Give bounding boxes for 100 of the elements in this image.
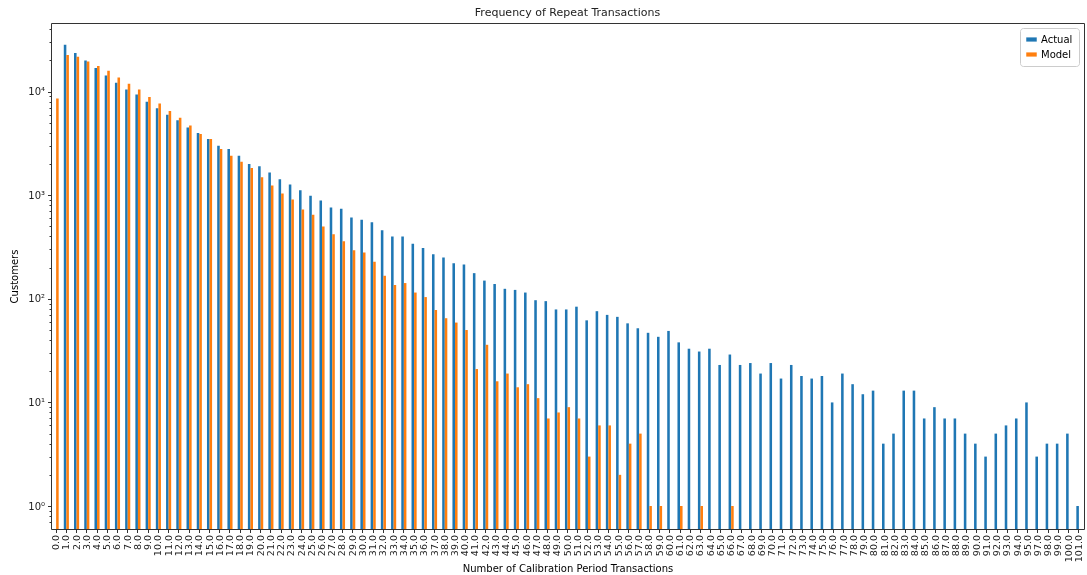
x-tick-label: 84.0 [909, 535, 921, 557]
x-tick-label: 40.0 [459, 535, 471, 557]
x-tick-label: 36.0 [418, 535, 430, 557]
x-tick-label: 97.0 [1031, 535, 1043, 557]
x-tick-label: 72.0 [786, 535, 798, 557]
x-tick-label: 32.0 [377, 535, 389, 557]
x-tick-label: 22.0 [275, 535, 287, 557]
x-tick-label: 48.0 [541, 535, 553, 557]
x-tick-label: 76.0 [827, 535, 839, 557]
x-tick-label: 54.0 [602, 535, 614, 557]
x-tick-label: 27.0 [326, 535, 338, 557]
x-tick-label: 3.0 [80, 535, 92, 551]
x-tick-label: 77.0 [837, 535, 849, 557]
x-tick-label: 83.0 [899, 535, 911, 557]
x-tick-label: 29.0 [346, 535, 358, 557]
x-tick-label: 88.0 [950, 535, 962, 557]
x-tick-label: 5.0 [101, 535, 113, 551]
x-tick-label: 23.0 [285, 535, 297, 557]
x-tick-label: 24.0 [295, 535, 307, 557]
x-tick-label: 38.0 [438, 535, 450, 557]
legend-label: Actual [1041, 33, 1073, 45]
y-tick-label: 10¹ [28, 396, 45, 408]
x-tick-label: 74.0 [806, 535, 818, 557]
x-tick-label: 75.0 [817, 535, 829, 557]
x-tick-label: 62.0 [684, 535, 696, 557]
x-tick-label: 100.0 [1062, 535, 1074, 563]
x-tick-label: 87.0 [939, 535, 951, 557]
x-tick-label: 79.0 [858, 535, 870, 557]
x-tick-label: 71.0 [776, 535, 788, 557]
x-tick-label: 6.0 [111, 535, 123, 551]
x-tick-label: 89.0 [960, 535, 972, 557]
x-tick-label: 20.0 [254, 535, 266, 557]
x-tick-label: 0.0 [50, 535, 62, 551]
x-tick-label: 59.0 [653, 535, 665, 557]
x-tick-label: 12.0 [172, 535, 184, 557]
chart-title: Frequency of Repeat Transactions [474, 6, 661, 19]
x-tick-label: 63.0 [694, 535, 706, 557]
x-tick-label: 25.0 [305, 535, 317, 557]
x-tick-label: 18.0 [234, 535, 246, 557]
x-tick-label: 44.0 [500, 535, 512, 557]
x-tick-label: 98.0 [1042, 535, 1054, 557]
x-tick-label: 66.0 [725, 535, 737, 557]
x-tick-label: 46.0 [520, 535, 532, 557]
x-axis-title: Number of Calibration Period Transactions [462, 563, 674, 575]
x-tick-label: 81.0 [878, 535, 890, 557]
x-tick-label: 78.0 [847, 535, 859, 557]
x-tick-label: 28.0 [336, 535, 348, 557]
x-tick-label: 86.0 [929, 535, 941, 557]
x-tick-label: 47.0 [530, 535, 542, 557]
y-tick-label: 10² [28, 293, 45, 305]
x-tick-label: 8.0 [131, 535, 143, 551]
x-tick-label: 49.0 [551, 535, 563, 557]
x-tick-label: 60.0 [663, 535, 675, 557]
x-tick-label: 52.0 [581, 535, 593, 557]
x-tick-label: 42.0 [479, 535, 491, 557]
x-tick-label: 94.0 [1011, 535, 1023, 557]
x-tick-label: 11.0 [162, 535, 174, 557]
x-tick-label: 55.0 [612, 535, 624, 557]
x-tick-label: 65.0 [714, 535, 726, 557]
x-tick-label: 19.0 [244, 535, 256, 557]
x-tick-label: 91.0 [980, 535, 992, 557]
x-tick-label: 26.0 [316, 535, 328, 557]
x-tick-label: 39.0 [449, 535, 460, 557]
x-tick-label: 7.0 [121, 535, 133, 551]
x-tick-label: 73.0 [796, 535, 808, 557]
x-tick-label: 67.0 [735, 535, 747, 557]
x-tick-label: 4.0 [91, 535, 103, 551]
x-tick-label: 15.0 [203, 535, 215, 557]
x-tick-label: 64.0 [704, 535, 716, 557]
legend-label: Model [1041, 48, 1072, 60]
x-tick-label: 82.0 [888, 535, 900, 557]
x-tick-label: 1.0 [60, 535, 72, 551]
x-tick-label: 70.0 [766, 535, 778, 557]
x-tick-label: 31.0 [367, 535, 379, 557]
x-tick-label: 92.0 [991, 535, 1003, 557]
x-tick-label: 90.0 [970, 535, 982, 557]
x-tick-label: 10.0 [152, 535, 164, 557]
x-tick-label: 37.0 [428, 535, 440, 557]
x-tick-label: 9.0 [142, 535, 154, 551]
x-tick-label: 69.0 [755, 535, 767, 557]
x-tick-label: 13.0 [183, 535, 195, 557]
x-tick-label: 61.0 [674, 535, 685, 557]
y-tick-label: 10⁰ [28, 500, 45, 512]
x-tick-label: 58.0 [643, 535, 655, 557]
x-tick-label: 99.0 [1052, 535, 1064, 557]
x-tick-label: 101.0 [1072, 535, 1084, 563]
x-tick-label: 85.0 [919, 535, 931, 557]
y-axis-title: Customers [9, 249, 21, 304]
x-tick-label: 95.0 [1021, 535, 1033, 557]
x-tick-label: 53.0 [592, 535, 604, 557]
x-tick-label: 16.0 [213, 535, 225, 557]
x-tick-label: 33.0 [387, 535, 399, 557]
x-tick-label: 41.0 [469, 535, 481, 557]
x-tick-label: 14.0 [193, 535, 205, 557]
y-tick-label: 10³ [28, 189, 45, 201]
x-tick-label: 30.0 [356, 535, 368, 557]
x-tick-label: 56.0 [622, 535, 634, 557]
x-tick-label: 43.0 [489, 535, 501, 557]
x-tick-label: 35.0 [408, 535, 420, 557]
x-tick-label: 93.0 [1001, 535, 1013, 557]
